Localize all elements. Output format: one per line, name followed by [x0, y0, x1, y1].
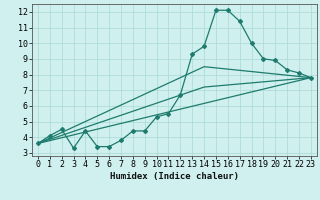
X-axis label: Humidex (Indice chaleur): Humidex (Indice chaleur) — [110, 172, 239, 181]
